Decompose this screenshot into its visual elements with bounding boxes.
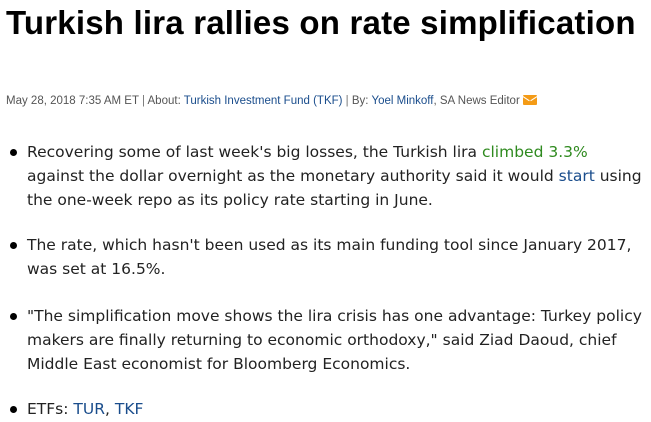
author-role: , SA News Editor bbox=[433, 95, 520, 107]
bullet-list: Recovering some of last week's big losse… bbox=[0, 140, 651, 421]
about-label: About: bbox=[147, 95, 184, 107]
list-item: ETFs: TUR, TKF bbox=[0, 397, 651, 421]
meta-separator: | bbox=[138, 95, 148, 107]
bullet-dot bbox=[10, 149, 17, 156]
bullet-text: The rate, which hasn't been used as its … bbox=[27, 236, 632, 278]
article-timestamp: May 28, 2018 7:35 AM ET bbox=[6, 95, 139, 107]
envelope-icon[interactable] bbox=[522, 95, 537, 105]
start-link[interactable]: start bbox=[558, 167, 595, 185]
author-link[interactable]: Yoel Minkoff bbox=[371, 95, 434, 107]
climbed-link[interactable]: climbed 3.3% bbox=[481, 143, 588, 161]
bullet-text: against the dollar overnight as the mone… bbox=[27, 167, 559, 185]
etfs-label: ETFs: bbox=[27, 400, 74, 418]
bullet-dot bbox=[10, 406, 17, 413]
about-link-tkf[interactable]: Turkish Investment Fund (TKF) bbox=[183, 95, 343, 107]
bullet-text: Recovering some of last week's big losse… bbox=[27, 143, 482, 161]
list-item: The rate, which hasn't been used as its … bbox=[0, 233, 651, 281]
bullet-dot bbox=[10, 313, 17, 320]
list-item: Recovering some of last week's big losse… bbox=[0, 140, 651, 212]
etf-link-tur[interactable]: TUR bbox=[73, 400, 105, 418]
by-label: By: bbox=[351, 95, 372, 107]
etf-link-tkf[interactable]: TKF bbox=[114, 400, 144, 418]
bullet-dot bbox=[10, 242, 17, 249]
article-meta: May 28, 2018 7:35 AM ET | About: Turkish… bbox=[6, 94, 537, 108]
etf-separator: , bbox=[105, 400, 115, 418]
list-item: "The simplification move shows the lira … bbox=[0, 304, 651, 376]
article-headline: Turkish lira rallies on rate simplificat… bbox=[6, 4, 636, 41]
bullet-text: using the one-week repo as its policy ra… bbox=[27, 167, 642, 209]
meta-separator: | bbox=[342, 95, 352, 107]
bullet-text: "The simplification move shows the lira … bbox=[27, 307, 642, 373]
